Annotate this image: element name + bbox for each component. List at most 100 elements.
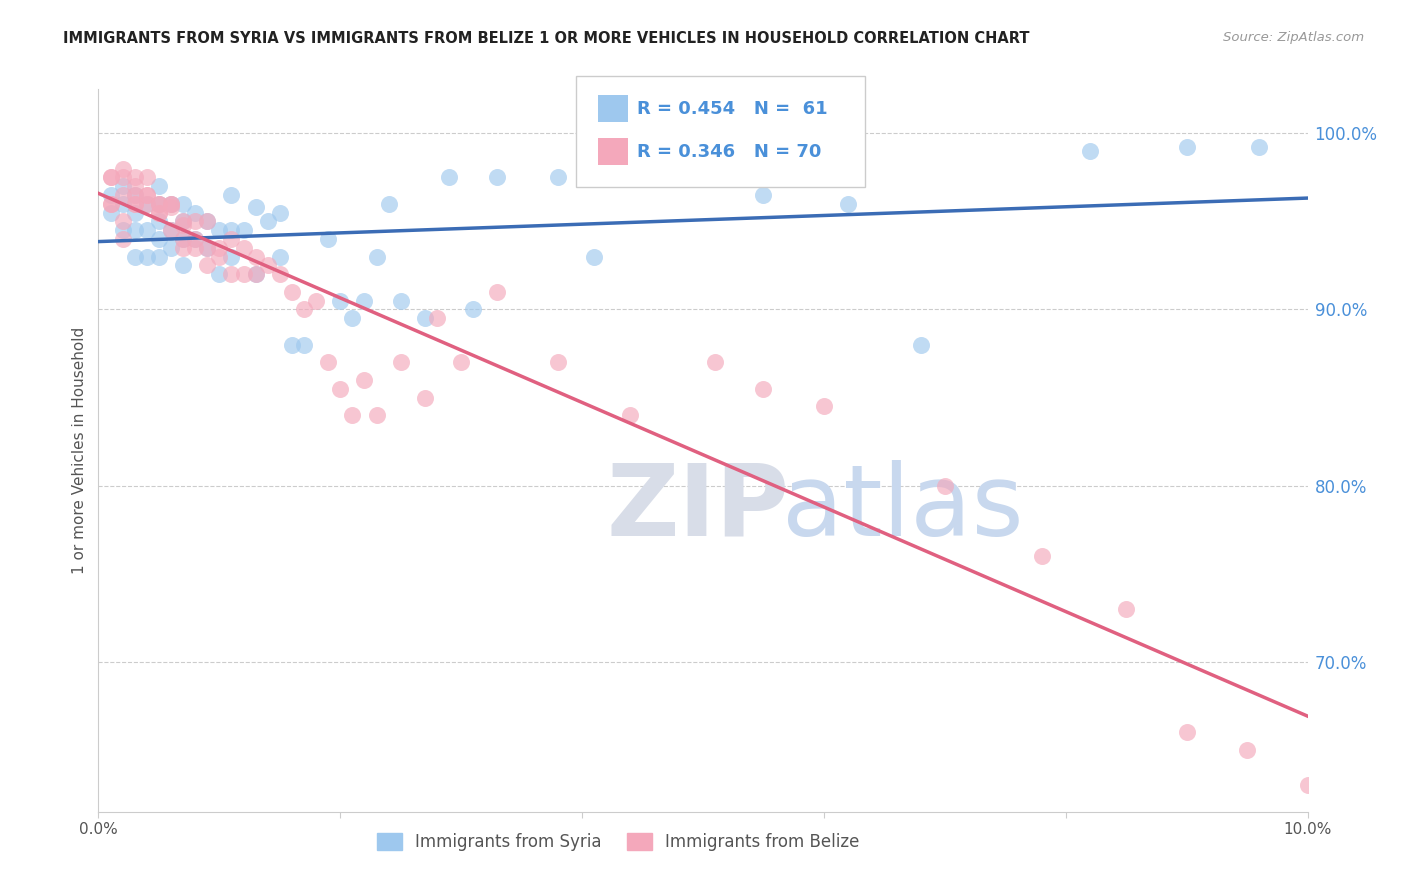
Point — [111, 188, 134, 202]
Point — [292, 302, 315, 317]
Point — [172, 232, 194, 246]
Point — [377, 196, 399, 211]
Point — [704, 355, 727, 369]
Point — [1175, 725, 1198, 739]
Point — [316, 232, 339, 246]
Point — [256, 214, 278, 228]
Point — [221, 232, 243, 246]
Point — [111, 161, 134, 176]
Point — [124, 205, 146, 219]
Point — [413, 311, 436, 326]
Point — [135, 188, 157, 202]
Point — [619, 408, 641, 422]
Point — [100, 196, 122, 211]
Point — [148, 232, 170, 246]
Point — [148, 196, 170, 211]
Point — [316, 355, 339, 369]
Text: Source: ZipAtlas.com: Source: ZipAtlas.com — [1223, 31, 1364, 45]
Text: atlas: atlas — [782, 459, 1024, 557]
Point — [486, 170, 509, 185]
Point — [135, 196, 157, 211]
Point — [111, 196, 134, 211]
Point — [148, 196, 170, 211]
Point — [195, 241, 218, 255]
Point — [329, 382, 352, 396]
Text: R = 0.346   N = 70: R = 0.346 N = 70 — [637, 143, 821, 161]
Point — [124, 188, 146, 202]
Y-axis label: 1 or more Vehicles in Household: 1 or more Vehicles in Household — [72, 326, 87, 574]
Point — [329, 293, 352, 308]
Text: IMMIGRANTS FROM SYRIA VS IMMIGRANTS FROM BELIZE 1 OR MORE VEHICLES IN HOUSEHOLD : IMMIGRANTS FROM SYRIA VS IMMIGRANTS FROM… — [63, 31, 1029, 46]
Point — [221, 250, 243, 264]
Point — [160, 223, 183, 237]
Point — [111, 214, 134, 228]
Point — [124, 196, 146, 211]
Point — [342, 311, 364, 326]
Text: ZIP: ZIP — [606, 459, 789, 557]
Point — [281, 337, 304, 351]
Point — [437, 170, 460, 185]
Point — [281, 285, 304, 299]
Point — [172, 232, 194, 246]
Point — [184, 241, 207, 255]
Point — [1078, 144, 1101, 158]
Point — [195, 241, 218, 255]
Point — [135, 188, 157, 202]
Point — [160, 196, 183, 211]
Point — [195, 214, 218, 228]
Point — [426, 311, 449, 326]
Point — [148, 205, 170, 219]
Point — [353, 373, 375, 387]
Point — [100, 170, 122, 185]
Point — [184, 232, 207, 246]
Point — [353, 293, 375, 308]
Point — [389, 293, 412, 308]
Point — [245, 200, 267, 214]
Point — [148, 196, 170, 211]
Point — [172, 241, 194, 255]
Point — [195, 259, 218, 273]
Point — [292, 337, 315, 351]
Point — [934, 479, 956, 493]
Point — [172, 214, 194, 228]
Point — [195, 214, 218, 228]
Point — [269, 205, 291, 219]
Point — [184, 214, 207, 228]
Point — [100, 188, 122, 202]
Point — [486, 285, 509, 299]
Point — [148, 250, 170, 264]
Point — [910, 337, 932, 351]
Point — [124, 188, 146, 202]
Point — [208, 267, 231, 281]
Point — [184, 205, 207, 219]
Point — [221, 223, 243, 237]
Point — [124, 223, 146, 237]
Point — [413, 391, 436, 405]
Point — [1175, 140, 1198, 154]
Point — [172, 259, 194, 273]
Point — [450, 355, 472, 369]
Point — [245, 267, 267, 281]
Text: R = 0.454   N =  61: R = 0.454 N = 61 — [637, 100, 828, 118]
Point — [366, 408, 388, 422]
Point — [135, 170, 157, 185]
Point — [752, 382, 775, 396]
Point — [342, 408, 364, 422]
Point — [221, 267, 243, 281]
Point — [111, 179, 134, 194]
Point — [389, 355, 412, 369]
Point — [160, 196, 183, 211]
Point — [124, 196, 146, 211]
Point — [245, 267, 267, 281]
Point — [160, 241, 183, 255]
Point — [172, 196, 194, 211]
Point — [1236, 743, 1258, 757]
Point — [111, 232, 134, 246]
Point — [148, 205, 170, 219]
Point — [184, 232, 207, 246]
Point — [208, 241, 231, 255]
Point — [366, 250, 388, 264]
Point — [1031, 549, 1053, 564]
Point — [305, 293, 328, 308]
Point — [463, 302, 485, 317]
